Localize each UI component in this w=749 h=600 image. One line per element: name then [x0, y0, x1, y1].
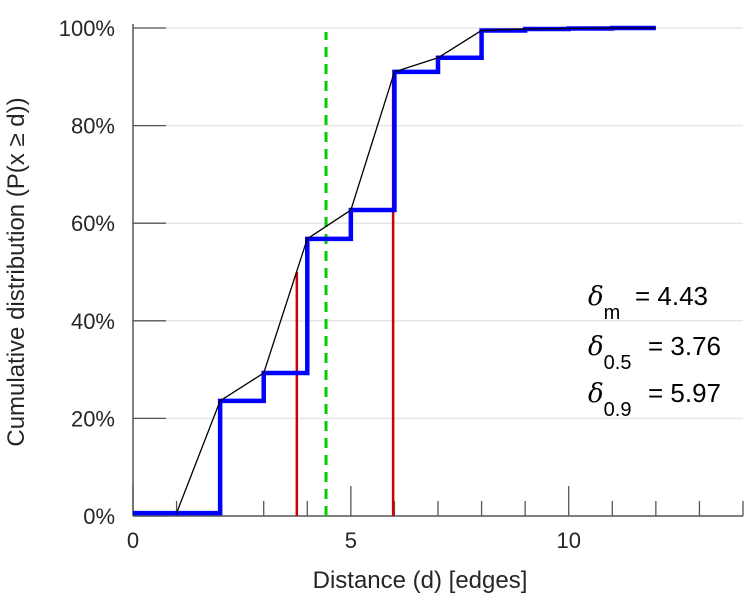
y-tick-label: 0% — [83, 504, 115, 529]
markers — [295, 32, 395, 516]
axes — [132, 24, 744, 517]
annotation-subscript: m — [604, 302, 621, 324]
y-axis-label: Cumulative distribution (P(x ≥ d)) — [3, 97, 30, 446]
y-tick-label: 100% — [59, 16, 115, 41]
x-tick-label: 5 — [345, 528, 357, 553]
x-tick-label: 10 — [556, 528, 580, 553]
tick-labels: 0% 20% 40% 60% 80% 100% 0 5 10 — [59, 16, 581, 553]
annotation: δm = 4.43 — [588, 281, 708, 324]
annotation-value: = 4.43 — [635, 281, 708, 311]
y-tick-label: 60% — [71, 211, 115, 236]
annotation-value: = 3.76 — [648, 331, 721, 361]
delta-symbol: δ — [588, 379, 604, 409]
step-cdf-line — [133, 25, 656, 516]
x-tick-label: 0 — [127, 528, 139, 553]
annotation-value: = 5.97 — [648, 378, 721, 408]
annotation: δ0.9 = 5.97 — [588, 378, 721, 421]
annotation-subscript: 0.9 — [604, 399, 632, 421]
delta-symbol: δ — [588, 332, 604, 362]
y-tick-label: 40% — [71, 309, 115, 334]
delta-symbol: δ — [588, 282, 604, 312]
y-tick-label: 20% — [71, 406, 115, 431]
annotation: δ0.5 = 3.76 — [588, 331, 721, 374]
x-axis-label: Distance (d) [edges] — [313, 567, 528, 594]
series — [133, 25, 656, 516]
interpolated-cdf-line — [175, 27, 656, 514]
y-tick-label: 80% — [71, 114, 115, 139]
annotation-subscript: 0.5 — [604, 352, 632, 374]
grid — [133, 27, 743, 420]
